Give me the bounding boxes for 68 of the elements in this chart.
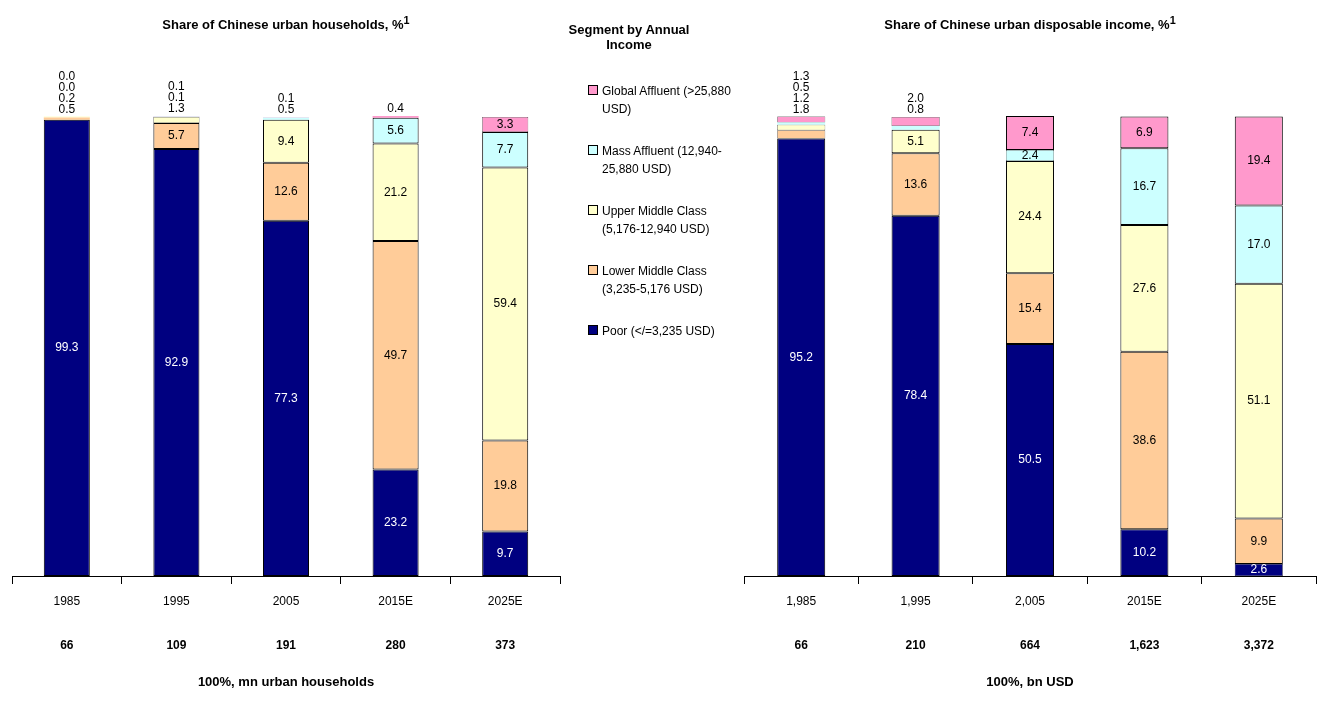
data-label: 15.4 bbox=[1018, 300, 1042, 315]
data-label: 10.2 bbox=[1132, 544, 1157, 559]
data-label: 7.4 bbox=[1021, 125, 1039, 140]
text: 66 bbox=[794, 638, 809, 653]
data-label: 5.6 bbox=[387, 123, 405, 138]
data-label: 99.3 bbox=[55, 340, 79, 355]
data-label: 50.5 bbox=[1018, 452, 1042, 467]
text: 66 bbox=[60, 638, 74, 653]
data-label: 27.6 bbox=[1132, 280, 1157, 295]
text: 191 bbox=[275, 638, 297, 653]
x-tick-label: 2015E bbox=[1127, 593, 1162, 608]
text: 109 bbox=[166, 638, 187, 653]
legend-label: Mass Affluent (12,940-25,880 USD) bbox=[602, 143, 723, 178]
data-label: 2.6 bbox=[1250, 562, 1268, 577]
x-axis-title: 100%, bn USD bbox=[986, 673, 1074, 689]
legend-title: Segment by Annual Income bbox=[567, 22, 691, 52]
text: 210 bbox=[905, 638, 926, 653]
data-label: 59.4 bbox=[493, 296, 518, 311]
data-label: 78.4 bbox=[903, 388, 928, 403]
x-tick-label: 2005 bbox=[272, 593, 300, 608]
data-label: 9.7 bbox=[496, 546, 514, 561]
data-label: 24.4 bbox=[1018, 209, 1042, 224]
x-tick-label: 1995 bbox=[163, 593, 191, 608]
data-label: 3.3 bbox=[496, 116, 514, 131]
text: 280 bbox=[385, 638, 406, 653]
data-label: 19.8 bbox=[493, 478, 518, 493]
x-tick-label: 2,005 bbox=[1014, 593, 1046, 608]
data-label: 7.7 bbox=[496, 142, 514, 157]
chart-title: Share of Chinese urban households, %$^{1}$ bbox=[162, 13, 410, 35]
data-label: 95.2 bbox=[789, 349, 814, 364]
text: 664 bbox=[1019, 638, 1041, 653]
text: 1,623 bbox=[1129, 638, 1160, 653]
data-label: 12.6 bbox=[274, 184, 298, 199]
x-tick-label: 1985 bbox=[53, 593, 81, 608]
data-label: 19.4 bbox=[1247, 153, 1271, 168]
data-label: 38.6 bbox=[1132, 432, 1157, 447]
data-label: 92.9 bbox=[164, 354, 189, 369]
data-label: 21.2 bbox=[383, 184, 408, 199]
data-label: 51.1 bbox=[1247, 393, 1271, 408]
data-label: 1.3 bbox=[168, 101, 186, 116]
x-axis-title: 100%, mn urban households bbox=[197, 673, 375, 689]
text: 373 bbox=[495, 638, 516, 653]
legend-label: Upper Middle Class (5,176-12,940 USD) bbox=[602, 203, 711, 238]
data-label: 0.4 bbox=[387, 101, 405, 116]
data-label: 0.8 bbox=[907, 102, 925, 117]
legend-label: Global Affluent (>25,880 USD) bbox=[602, 83, 732, 118]
data-label: 5.1 bbox=[907, 133, 925, 148]
data-label: 9.4 bbox=[277, 133, 295, 148]
x-tick-label: 2025E bbox=[1241, 593, 1277, 608]
data-label: 13.6 bbox=[903, 176, 928, 191]
data-label: 9.9 bbox=[1250, 533, 1268, 548]
x-tick-label: 2015E bbox=[378, 593, 413, 608]
legend-label: Poor (</=3,235 USD) bbox=[602, 323, 716, 340]
x-tick-label: 2025E bbox=[487, 593, 523, 608]
data-label: 23.2 bbox=[383, 515, 408, 530]
data-label: 5.7 bbox=[168, 128, 186, 143]
data-label: 17.0 bbox=[1247, 236, 1271, 251]
data-label: 49.7 bbox=[383, 347, 408, 362]
data-label: 0.5 bbox=[277, 102, 295, 117]
data-label: 16.7 bbox=[1132, 178, 1157, 193]
text: 3,372 bbox=[1243, 638, 1275, 653]
legend-label: Lower Middle Class (3,235-5,176 USD) bbox=[602, 263, 708, 298]
x-tick-label: 1,985 bbox=[786, 593, 817, 608]
data-label: 6.9 bbox=[1136, 124, 1154, 139]
data-label: 2.4 bbox=[1021, 147, 1039, 162]
x-tick-label: 1,995 bbox=[900, 593, 931, 608]
data-label: 77.3 bbox=[274, 390, 298, 405]
chart-title: Share of Chinese urban disposable income, %$^{1}$ bbox=[884, 13, 1176, 35]
